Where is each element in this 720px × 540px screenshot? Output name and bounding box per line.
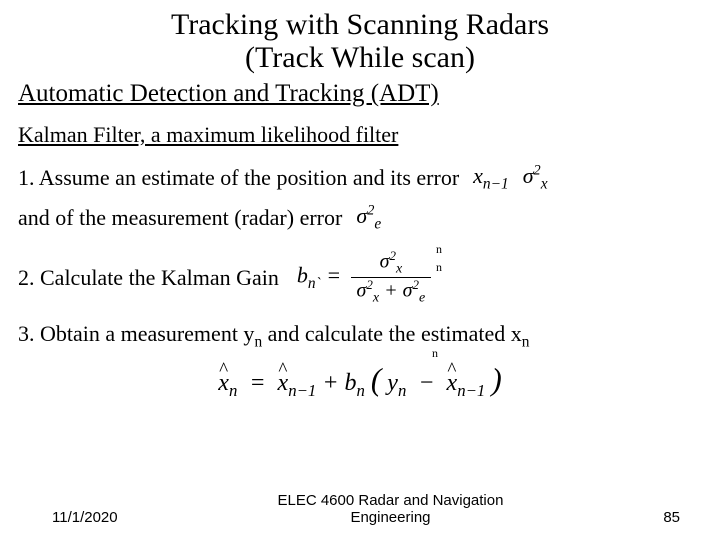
- title-line-2: (Track While scan): [245, 41, 475, 74]
- step-1-line-b: and of the measurement (radar) error σ2e: [18, 202, 702, 234]
- title-line-1: Tracking with Scanning Radars: [171, 8, 549, 41]
- slide: Tracking with Scanning Radars (Track Whi…: [0, 0, 720, 540]
- formula-sigma-x-squared: σ2x: [523, 162, 548, 194]
- formula-x-n-minus-1: xn−1: [473, 162, 509, 194]
- slide-title: Tracking with Scanning Radars (Track Whi…: [18, 8, 702, 74]
- step-3b-text: and calculate the estimated x: [262, 321, 522, 346]
- step-3-line: 3. Obtain a measurement yn and calculate…: [18, 320, 702, 352]
- annotation-n-2: n: [436, 260, 442, 275]
- footer-page-number: 85: [663, 509, 680, 526]
- slide-footer: 11/1/2020 ELEC 4600 Radar and Navigation…: [0, 492, 720, 526]
- step-2-text: 2. Calculate the Kalman Gain: [18, 264, 279, 292]
- step-2-block: 2. Calculate the Kalman Gain bn` = σ2x σ…: [18, 249, 702, 306]
- step-1-line-a: 1. Assume an estimate of the position an…: [18, 162, 702, 194]
- footer-course: ELEC 4600 Radar and NavigationEngineerin…: [118, 492, 664, 526]
- formula-xhat-update: xn = xn−1 + bn ( yn − xn−1 ): [18, 362, 702, 401]
- section-heading: Kalman Filter, a maximum likelihood filt…: [18, 122, 702, 148]
- formula-kalman-gain: bn` = σ2x σ2x + σ2e: [297, 249, 435, 306]
- formula-sigma-e-squared: σ2e: [356, 202, 381, 234]
- step-1b-text: and of the measurement (radar) error: [18, 204, 342, 232]
- step-3a-text: 3. Obtain a measurement y: [18, 321, 254, 346]
- kalman-gain-fraction: σ2x σ2x + σ2e: [351, 249, 432, 306]
- annotation-n-1: n: [436, 242, 442, 257]
- slide-subtitle: Automatic Detection and Tracking (ADT): [18, 80, 702, 108]
- footer-date: 11/1/2020: [52, 509, 118, 526]
- step-1a-text: 1. Assume an estimate of the position an…: [18, 164, 459, 192]
